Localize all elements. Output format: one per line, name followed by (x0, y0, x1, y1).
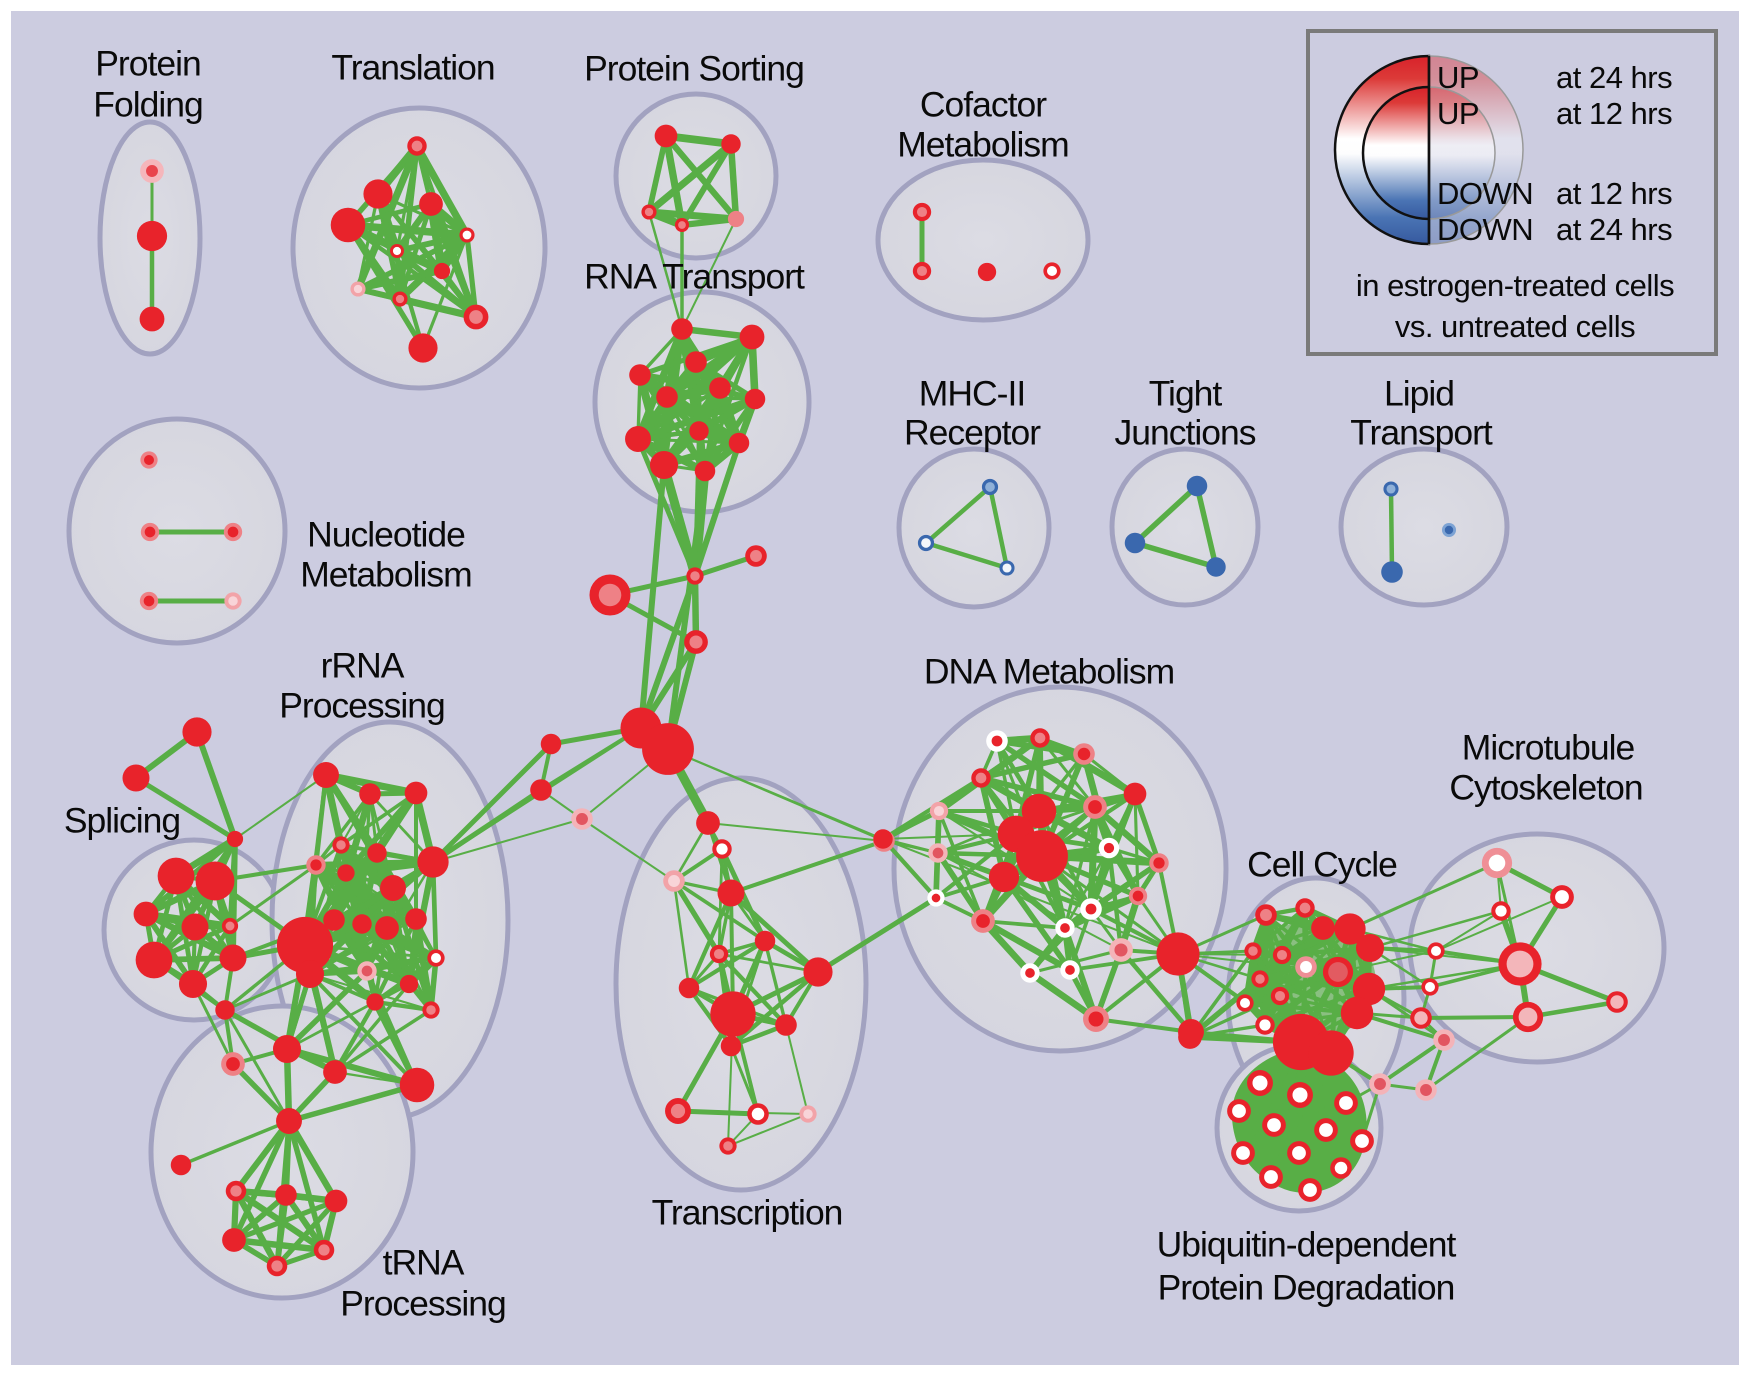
svg-text:at 12 hrs: at 12 hrs (1556, 176, 1672, 211)
svg-text:Protein Sorting: Protein Sorting (584, 49, 804, 89)
svg-text:Junctions: Junctions (1115, 413, 1256, 453)
svg-text:Receptor: Receptor (904, 413, 1041, 453)
svg-text:Processing: Processing (340, 1284, 506, 1324)
svg-text:Translation: Translation (331, 48, 494, 88)
svg-text:Transport: Transport (1350, 413, 1493, 453)
svg-text:DOWN: DOWN (1437, 212, 1533, 247)
svg-text:rRNA: rRNA (321, 646, 405, 686)
svg-text:Processing: Processing (279, 686, 445, 726)
svg-text:Cofactor: Cofactor (920, 85, 1047, 125)
svg-text:UP: UP (1437, 60, 1479, 95)
svg-text:at 12 hrs: at 12 hrs (1556, 96, 1672, 131)
svg-text:Nucleotide: Nucleotide (307, 515, 465, 555)
svg-text:at 24 hrs: at 24 hrs (1556, 212, 1672, 247)
svg-text:Microtubule: Microtubule (1462, 728, 1635, 768)
svg-text:Lipid: Lipid (1384, 374, 1454, 414)
svg-text:in estrogen-treated cells: in estrogen-treated cells (1356, 268, 1674, 303)
svg-text:Folding: Folding (93, 85, 202, 125)
svg-text:Protein Degradation: Protein Degradation (1158, 1268, 1455, 1308)
svg-text:DNA Metabolism: DNA Metabolism (924, 652, 1174, 692)
svg-text:Cell Cycle: Cell Cycle (1247, 845, 1397, 885)
svg-text:RNA Transport: RNA Transport (584, 257, 805, 297)
svg-text:UP: UP (1437, 96, 1479, 131)
svg-text:Protein: Protein (95, 44, 200, 84)
svg-text:tRNA: tRNA (383, 1243, 465, 1283)
svg-text:MHC-II: MHC-II (919, 374, 1025, 414)
svg-text:Metabolism: Metabolism (897, 125, 1069, 165)
svg-text:Tight: Tight (1149, 374, 1223, 414)
svg-text:Metabolism: Metabolism (300, 555, 472, 595)
svg-text:Ubiquitin-dependent: Ubiquitin-dependent (1157, 1225, 1457, 1265)
svg-text:DOWN: DOWN (1437, 176, 1533, 211)
svg-text:vs. untreated cells: vs. untreated cells (1395, 309, 1635, 344)
svg-text:Cytoskeleton: Cytoskeleton (1449, 768, 1642, 808)
svg-text:Splicing: Splicing (64, 801, 180, 841)
svg-text:Transcription: Transcription (652, 1193, 843, 1233)
svg-text:at 24 hrs: at 24 hrs (1556, 60, 1672, 95)
